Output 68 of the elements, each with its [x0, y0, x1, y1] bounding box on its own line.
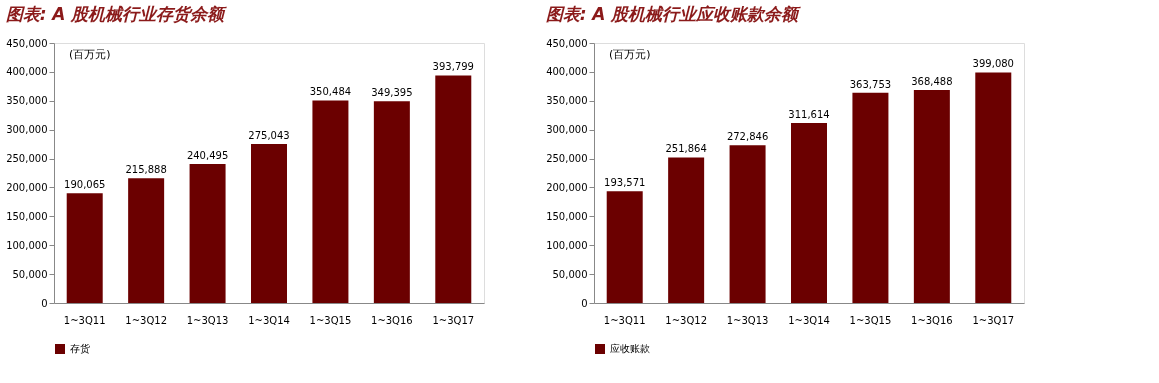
y-tick-label: 450,000 [6, 37, 48, 49]
y-tick-label: 100,000 [6, 239, 48, 251]
x-tick-label: 1~3Q17 [432, 314, 475, 326]
data-label: 215,888 [125, 164, 167, 176]
bar [312, 100, 349, 303]
x-tick-label: 1~3Q11 [63, 314, 106, 326]
chart-title: 图表: A 股机械行业应收账款余额 [545, 4, 802, 24]
y-tick-label: 200,000 [546, 181, 588, 193]
y-tick-label: 400,000 [546, 66, 588, 78]
legend-label: 存货 [70, 343, 90, 354]
annotation: (百万元) [69, 48, 111, 61]
data-label: 349,395 [371, 87, 413, 99]
y-tick-label: 350,000 [6, 95, 48, 107]
bar [128, 178, 165, 303]
bar [852, 92, 889, 303]
x-tick-label: 1~3Q13 [186, 314, 229, 326]
x-tick-label: 1~3Q12 [665, 314, 707, 326]
legend-label: 应收账款 [610, 343, 650, 354]
chart-title: 图表: A 股机械行业存货余额 [5, 4, 228, 24]
y-tick-label: 150,000 [6, 210, 48, 222]
bar [975, 72, 1012, 303]
bar [66, 193, 103, 303]
bar [668, 157, 705, 303]
data-label: 272,846 [726, 131, 769, 143]
data-label: 190,065 [64, 179, 106, 191]
y-tick-label: 300,000 [546, 124, 588, 136]
bar [189, 164, 226, 303]
y-tick-label: 0 [41, 297, 48, 309]
x-tick-label: 1~3Q13 [726, 314, 769, 326]
bar [913, 90, 950, 303]
y-tick-label: 50,000 [12, 268, 48, 280]
y-tick-label: 250,000 [546, 153, 588, 165]
data-label: 350,484 [309, 86, 352, 98]
x-tick-label: 1~3Q14 [788, 314, 830, 326]
data-label: 363,753 [849, 78, 892, 90]
y-tick-label: 100,000 [546, 239, 588, 251]
data-label: 275,043 [248, 130, 290, 142]
y-tick-label: 150,000 [546, 210, 588, 222]
y-tick-label: 300,000 [6, 124, 48, 136]
bar [791, 122, 827, 303]
x-tick-label: 1~3Q16 [371, 314, 413, 326]
y-tick-label: 350,000 [546, 95, 588, 107]
bar [373, 101, 410, 303]
x-tick-label: 1~3Q16 [911, 314, 953, 326]
bar [251, 144, 287, 303]
data-label: 399,080 [972, 58, 1014, 70]
x-tick-label: 1~3Q12 [125, 314, 167, 326]
annotation: (百万元) [609, 48, 651, 61]
data-label: 368,488 [911, 76, 953, 88]
data-label: 193,571 [604, 177, 646, 189]
y-tick-label: 450,000 [546, 37, 588, 49]
data-label: 311,614 [788, 108, 830, 120]
x-tick-label: 1~3Q15 [849, 314, 892, 326]
data-label: 393,799 [432, 61, 474, 73]
bar [729, 145, 766, 303]
bar [435, 75, 472, 303]
x-tick-label: 1~3Q15 [309, 314, 352, 326]
y-tick-label: 200,000 [6, 181, 48, 193]
y-tick-label: 0 [581, 297, 588, 309]
data-label: 240,495 [186, 150, 229, 162]
x-tick-label: 1~3Q17 [972, 314, 1015, 326]
y-tick-label: 400,000 [6, 66, 48, 78]
y-tick-label: 50,000 [552, 268, 588, 280]
x-tick-label: 1~3Q11 [603, 314, 646, 326]
bar [606, 191, 643, 303]
y-tick-label: 250,000 [6, 153, 48, 165]
data-label: 251,864 [665, 143, 707, 155]
x-tick-label: 1~3Q14 [248, 314, 290, 326]
